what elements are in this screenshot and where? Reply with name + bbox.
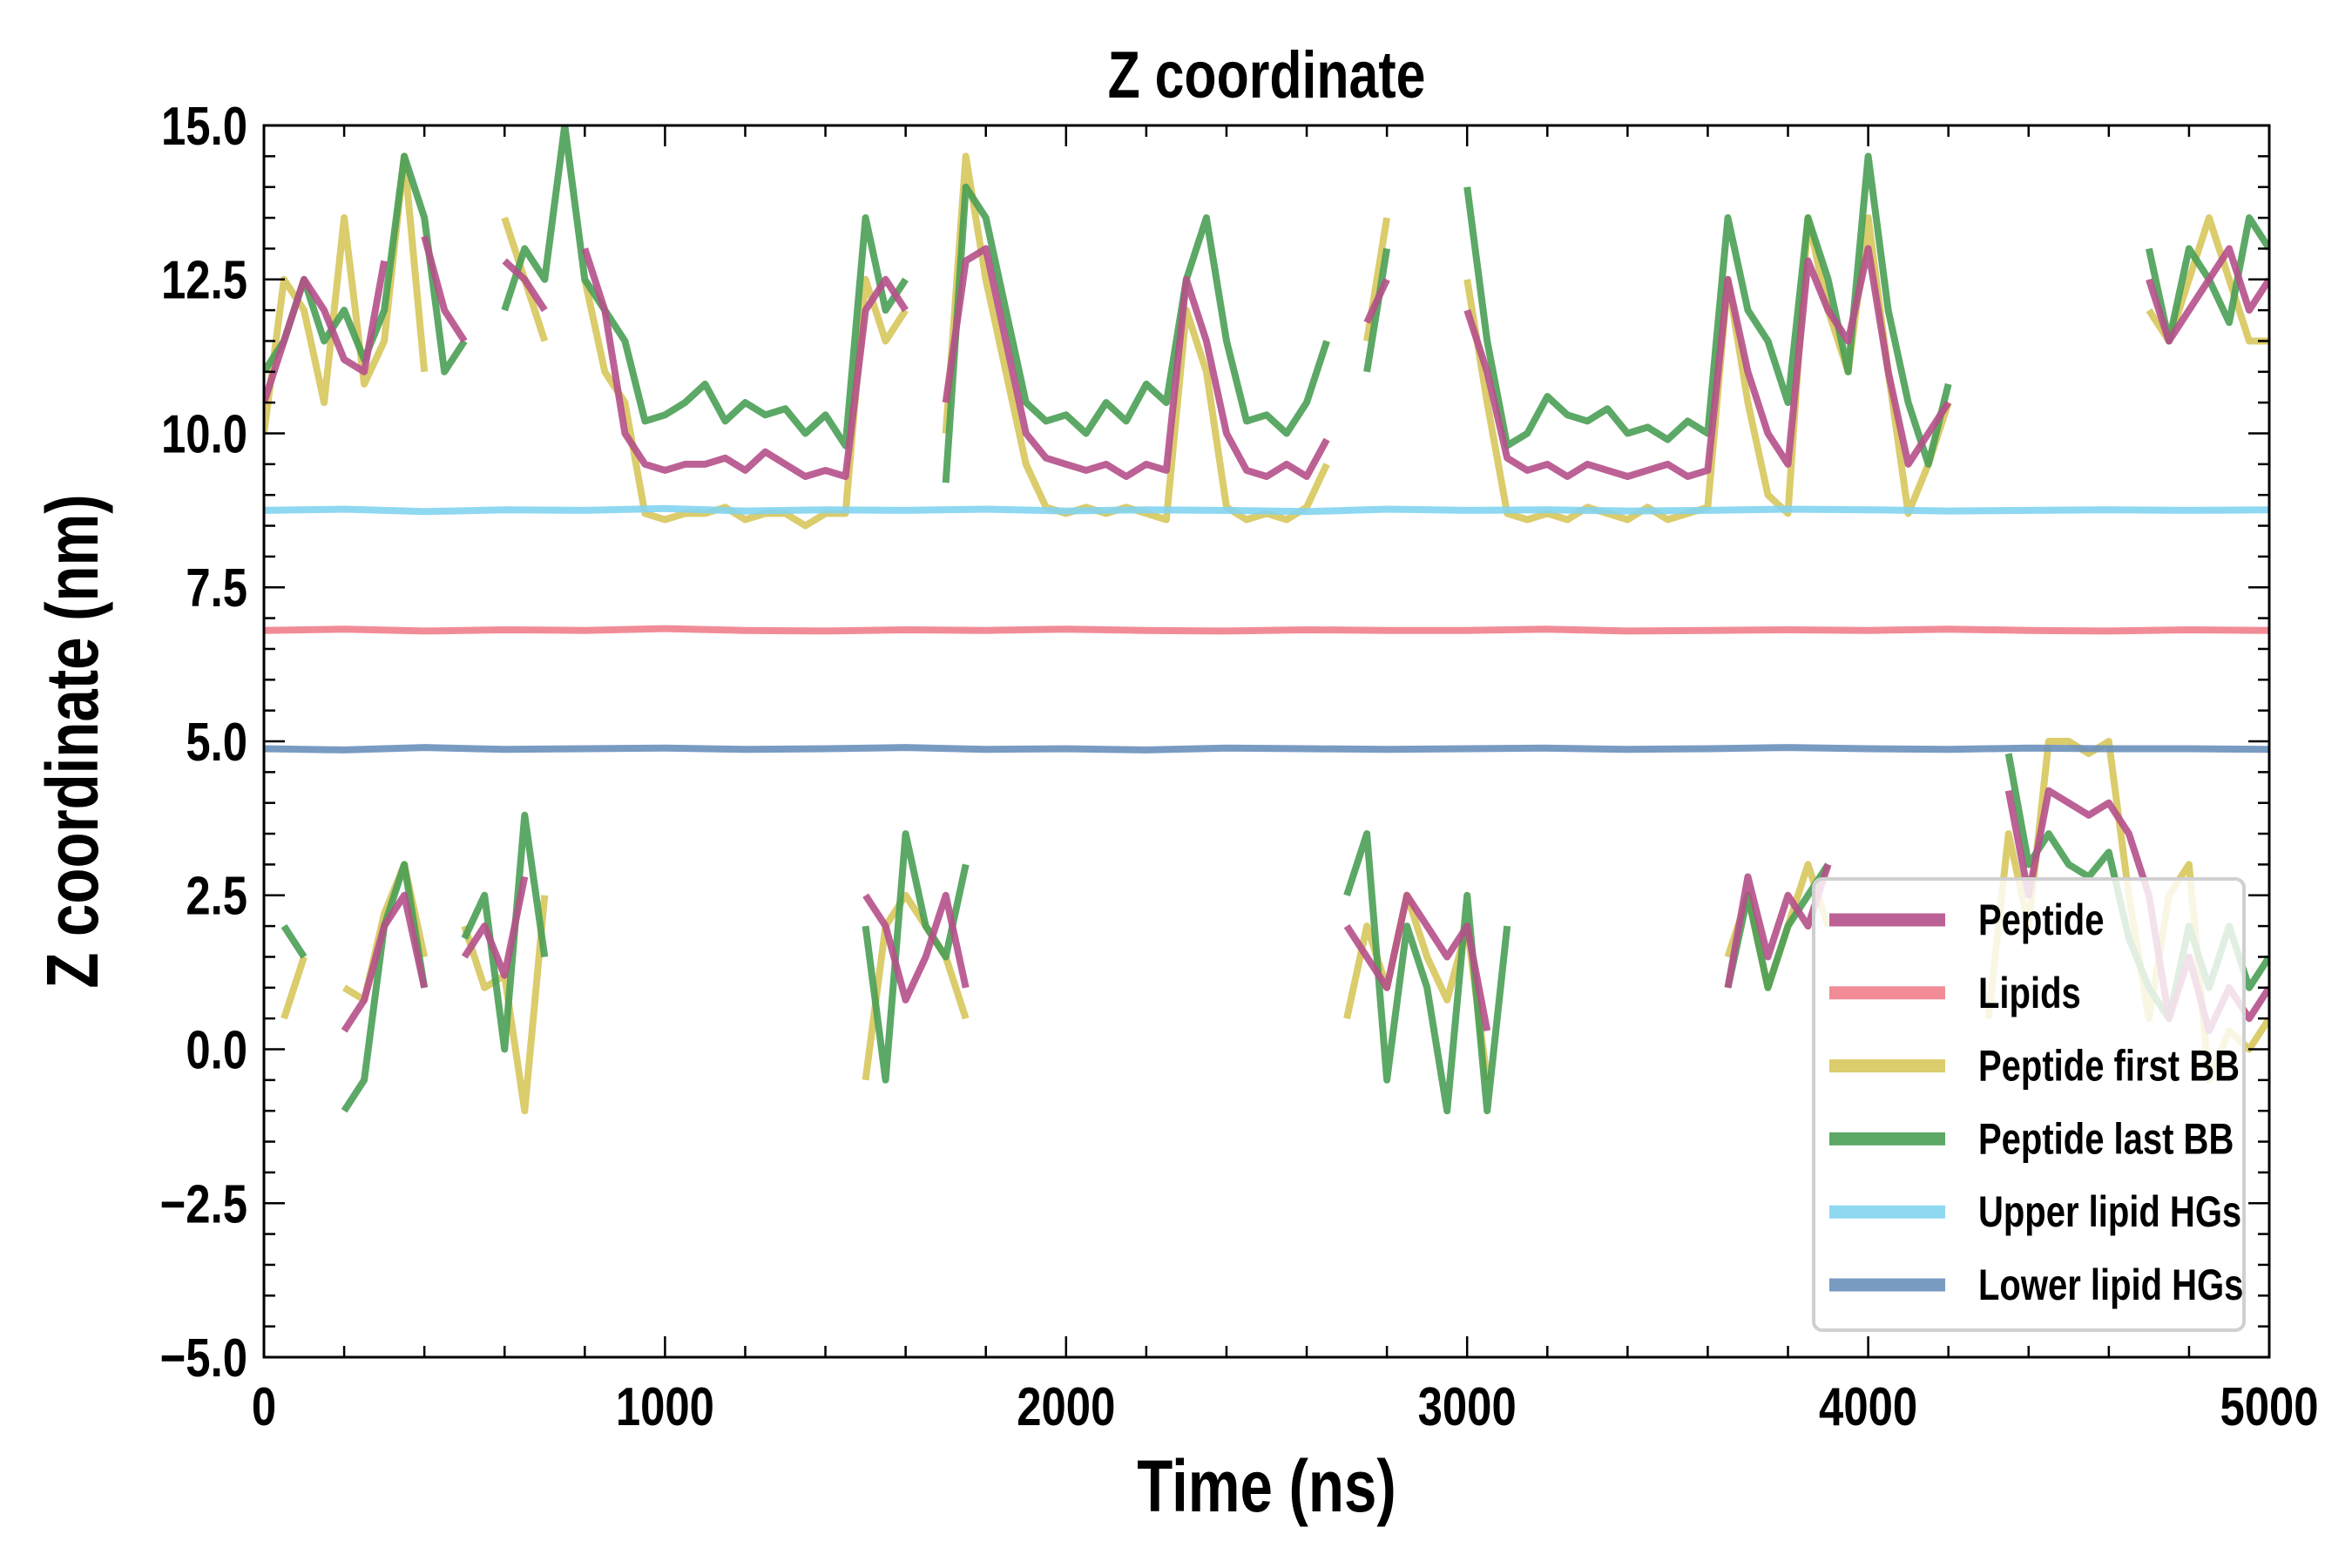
y-tick-label: −2.5 xyxy=(160,1175,247,1235)
x-tick-label: 2000 xyxy=(1017,1377,1115,1437)
legend: Peptide Lipids Peptide first BB Peptide las… xyxy=(1812,877,2246,1332)
y-tick-label: 2.5 xyxy=(186,867,247,927)
series-line-peptide xyxy=(264,235,2269,480)
legend-label-upper-lipid-hgs: Upper lipid HGs xyxy=(1978,1187,2241,1236)
x-axis-label: Time (ns) xyxy=(1137,1446,1396,1528)
y-tick-label: 12.5 xyxy=(161,251,247,311)
y-tick-label: 15.0 xyxy=(161,97,247,157)
series-line-lipids xyxy=(264,625,2269,635)
legend-label-peptide-last-bb: Peptide last BB xyxy=(1978,1114,2234,1163)
series-line-lower-lipid-hgs xyxy=(264,744,2269,754)
plot-lines xyxy=(264,125,2269,1115)
y-tick-label: 7.5 xyxy=(186,559,247,619)
x-tick-label: 3000 xyxy=(1418,1377,1517,1437)
x-tick-label: 1000 xyxy=(616,1377,714,1437)
series-line-peptide-wrapped xyxy=(341,787,2269,1035)
y-tick-label: 10.0 xyxy=(161,405,247,465)
x-tick-label: 0 xyxy=(252,1377,276,1437)
legend-label-peptide: Peptide xyxy=(1978,896,2104,944)
x-tick-label: 4000 xyxy=(1819,1377,1917,1437)
series-line-upper-lipid-hgs xyxy=(264,504,2269,516)
x-tick-label: 5000 xyxy=(2220,1377,2318,1437)
y-tick-label: 0.0 xyxy=(186,1021,247,1081)
legend-label-lower-lipid-hgs: Lower lipid HGs xyxy=(1978,1260,2243,1309)
legend-label-lipids: Lipids xyxy=(1978,969,2081,1017)
y-tick-label: 5.0 xyxy=(186,713,247,773)
chart-title: Z coordinate xyxy=(1108,38,1426,112)
legend-label-peptide-first-bb: Peptide first BB xyxy=(1978,1041,2240,1090)
y-axis-label: Z coordinate (nm) xyxy=(32,494,114,988)
y-tick-label: −5.0 xyxy=(160,1328,247,1389)
axes: 0 1000 2000 3000 4000 5000 −5.0 −2.5 0.0 2.5 5.0 7.… xyxy=(160,97,2319,1437)
